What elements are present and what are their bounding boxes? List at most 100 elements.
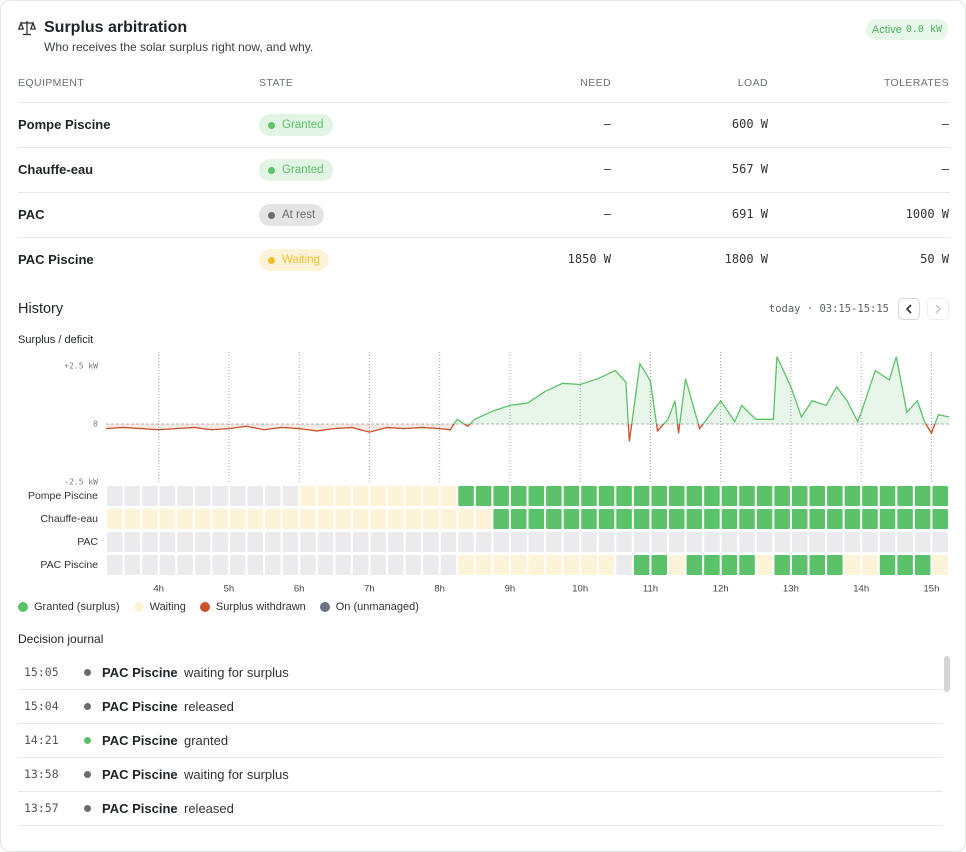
state-cell: [704, 532, 720, 552]
column-header: EQUIPMENT: [18, 77, 85, 89]
state-label: At rest: [282, 209, 316, 221]
state-cell: [142, 532, 158, 552]
state-dot: [268, 166, 275, 174]
x-tick-label: 11h: [643, 584, 658, 595]
scrollbar: [944, 656, 950, 692]
state-cell: [774, 555, 790, 575]
state-cell: [862, 486, 878, 506]
state-cell: [528, 532, 545, 552]
state-cell: [194, 532, 211, 552]
state-cell: [616, 509, 632, 529]
chevron-right: [935, 304, 942, 314]
state-cell: [458, 555, 474, 575]
state-cell: [229, 486, 246, 506]
state-cell: [932, 509, 948, 529]
state-cell: [633, 509, 650, 529]
state-cell: [107, 532, 123, 552]
state-cell: [212, 555, 228, 575]
state-cell: [282, 555, 299, 575]
legend-swatch: [133, 602, 144, 612]
journal-dot: [84, 736, 91, 744]
state-cell: [229, 555, 246, 575]
need-value: 1850 W: [567, 252, 611, 266]
status-badge: Active 0.0 kW: [865, 19, 948, 40]
state-cell: [616, 532, 632, 552]
state-cell: [914, 509, 931, 529]
journal-time: 15:04: [24, 699, 59, 713]
prev-button[interactable]: [898, 298, 920, 320]
state-cell: [282, 486, 299, 506]
state-dot: [268, 211, 275, 219]
row-label: Chauffe-eau: [40, 513, 98, 525]
load-value: 600 W: [731, 117, 768, 131]
journal-action: waiting for surplus: [184, 766, 289, 782]
state-cell: [704, 555, 720, 575]
state-cell: [827, 486, 843, 506]
state-cell: [932, 532, 948, 552]
next-button[interactable]: [927, 298, 949, 320]
state-cell: [879, 486, 896, 506]
state-cell: [669, 555, 685, 575]
state-cell: [440, 509, 457, 529]
status-value: 0.0 kW: [905, 24, 942, 35]
journal-dot: [84, 804, 91, 812]
chevron-left: [905, 304, 912, 314]
history-chart: Surplus / deficit +2.5 kW 0 -2.5 kW 4h 5h 6h 7h…: [18, 334, 950, 595]
state-cell: [633, 486, 650, 506]
state-cell: [914, 555, 931, 575]
journal-row: 15:04 PAC Piscine released: [18, 689, 943, 724]
state-cell: [809, 509, 826, 529]
state-cell: [879, 555, 896, 575]
chart-title: Surplus / deficit: [18, 334, 93, 346]
surplus-area: [106, 356, 949, 424]
x-tick-label: 10h: [572, 584, 588, 595]
state-cell: [440, 555, 457, 575]
state-cell: [317, 509, 334, 529]
state-cell: [352, 555, 369, 575]
state-badge: Granted: [259, 114, 333, 136]
legend-label: On (unmanaged): [335, 601, 419, 613]
state-cell: [914, 486, 931, 506]
load-value: 567 W: [731, 162, 768, 176]
state-cell: [458, 509, 474, 529]
state-cell: [862, 555, 878, 575]
row-label: Pompe Piscine: [28, 490, 98, 502]
state-cell: [563, 555, 580, 575]
state-cell: [510, 555, 527, 575]
journal-time: 13:57: [24, 801, 59, 815]
state-cell: [879, 532, 896, 552]
state-cell: [317, 486, 334, 506]
x-tick-label: 15h: [924, 584, 940, 595]
state-cell: [370, 509, 386, 529]
journal-action: granted: [184, 732, 229, 748]
deficit-area: [106, 423, 935, 442]
state-cell: [475, 486, 492, 506]
status-label: Active: [871, 23, 902, 36]
state-cell: [177, 486, 193, 506]
state-cell: [669, 486, 685, 506]
state-label: Granted: [282, 164, 324, 176]
journal-row: 13:57 PAC Piscine released: [18, 791, 943, 826]
state-cell: [493, 555, 509, 575]
state-cell: [563, 532, 580, 552]
surplus-line: [453, 356, 950, 424]
state-cell: [721, 509, 738, 529]
state-cell: [827, 509, 843, 529]
subtitle: Who receives the solar surplus right now…: [44, 40, 314, 54]
state-cell: [546, 532, 562, 552]
history-range: today · 03:15-15:15: [768, 303, 889, 315]
equipment-name: Chauffe-eau: [18, 162, 94, 177]
state-cell: [177, 532, 193, 552]
state-cell: [335, 555, 351, 575]
legend-item: On (unmanaged): [319, 601, 419, 613]
state-cell: [335, 486, 351, 506]
legend-swatch: [319, 602, 330, 612]
state-cell: [528, 509, 545, 529]
legend-item: Granted (surplus): [18, 601, 120, 613]
row-divider: [18, 237, 950, 238]
equipment-name: PAC: [18, 207, 45, 222]
state-cell: [651, 532, 667, 552]
state-cell: [370, 486, 386, 506]
state-dot: [268, 121, 275, 129]
